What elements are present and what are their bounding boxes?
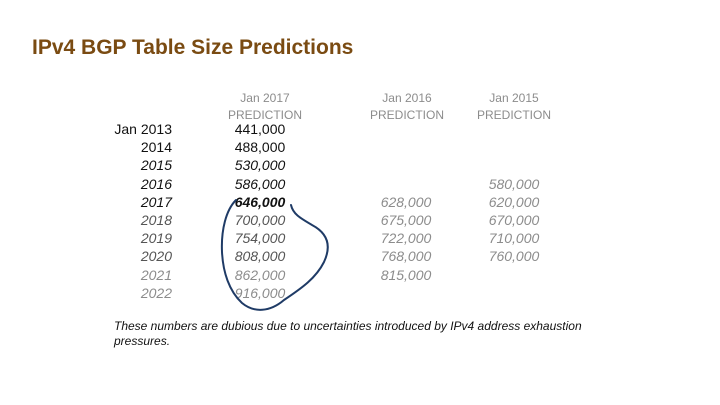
header-label: PREDICTION [476,108,551,122]
prediction-cell: 815,000 [380,266,432,283]
prediction-cell: 646,000 [234,193,286,210]
year-cell: 2019 [140,230,172,247]
prediction-cell: 670,000 [488,211,540,228]
prediction-cell: 441,000 [234,121,286,137]
prediction-cell [464,120,564,138]
prediction-cell: 768,000 [380,248,432,265]
prediction-cell: 710,000 [488,230,540,247]
year-cell: 2018 [140,211,172,228]
prediction-cell [464,284,564,302]
prediction-cell: 488,000 [234,139,286,156]
prediction-cell: 586,000 [234,175,286,192]
prediction-cell: 675,000 [380,211,432,228]
header-jan-2017-prediction: Jan 2017 PREDICTION [210,90,320,124]
header-jan-2016-prediction: Jan 2016 PREDICTION [352,90,462,124]
prediction-cell: 862,000 [234,266,286,283]
prediction-cell [464,138,564,156]
prediction-cell [356,138,456,156]
prediction-cell: 916,000 [234,284,286,301]
prediction-cell [464,266,564,284]
year-cell: 2020 [140,248,172,265]
prediction-cell: 808,000 [234,248,286,265]
header-jan-2015-prediction: Jan 2015 PREDICTION [459,90,569,124]
year-cell: 2015 [140,157,172,174]
prediction-cell [464,156,564,174]
year-cell: 2017 [140,193,172,210]
header-date: Jan 2016 [382,91,432,105]
prediction-cell: 580,000 [488,175,540,192]
prediction-cell [356,175,456,193]
prediction-cell [356,284,456,302]
jan-2015-prediction-column: 580,000 620,000 670,000 710,000 760,000 [464,120,564,302]
year-cell: Jan 2013 [114,121,172,137]
year-cell: 2021 [140,266,172,283]
prediction-cell [356,156,456,174]
header-date: Jan 2017 [240,91,290,105]
year-column: Jan 2013 2014 2015 2016 2017 2018 2019 2… [100,120,172,302]
prediction-cell: 760,000 [488,248,540,265]
jan-2017-prediction-column: 441,000 488,000 530,000 586,000 646,000 … [210,120,310,302]
prediction-cell: 620,000 [488,193,540,210]
jan-2016-prediction-column: 628,000 675,000 722,000 768,000 815,000 [356,120,456,302]
year-cell: 2016 [140,175,172,192]
prediction-cell: 530,000 [234,157,286,174]
year-cell: 2022 [140,284,172,301]
header-date: Jan 2015 [489,91,539,105]
footnote: These numbers are dubious due to uncerta… [114,319,582,348]
page-title: IPv4 BGP Table Size Predictions [32,36,354,59]
prediction-cell: 700,000 [234,211,286,228]
prediction-cell: 754,000 [234,230,286,247]
prediction-cell [356,120,456,138]
prediction-cell: 722,000 [380,230,432,247]
year-cell: 2014 [140,139,172,156]
header-label: PREDICTION [369,108,444,122]
header-label: PREDICTION [227,108,302,122]
prediction-cell: 628,000 [380,193,432,210]
